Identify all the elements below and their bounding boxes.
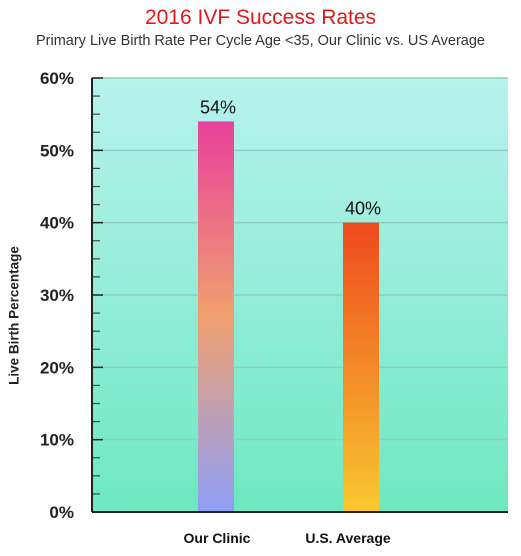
bar-2: [343, 222, 379, 512]
x-tick-label: U.S. Average: [305, 530, 391, 546]
bar-1: [198, 121, 234, 513]
chart-title: 2016 IVF Success Rates: [144, 6, 377, 29]
y-tick-label: 0%: [49, 503, 74, 522]
y-tick-label: 20%: [40, 358, 74, 377]
chart-subtitle: Primary Live Birth Rate Per Cycle Age <3…: [35, 33, 485, 49]
bars: 54% 40%: [198, 97, 381, 513]
x-tick-label: Our Clinic: [184, 530, 251, 546]
y-tick-label: 40%: [40, 214, 74, 233]
y-tick-label: 60%: [40, 69, 74, 88]
data-label: 40%: [345, 199, 381, 219]
y-axis: 0% 10% 20% 30% 40% 50% 60%: [40, 69, 103, 522]
y-tick-label: 10%: [40, 431, 74, 450]
grid-lines: [92, 77, 508, 441]
y-tick-label: 30%: [40, 286, 74, 305]
y-tick-label: 50%: [40, 141, 74, 160]
data-label: 54%: [200, 97, 236, 117]
x-axis: Our Clinic U.S. Average: [92, 511, 508, 546]
